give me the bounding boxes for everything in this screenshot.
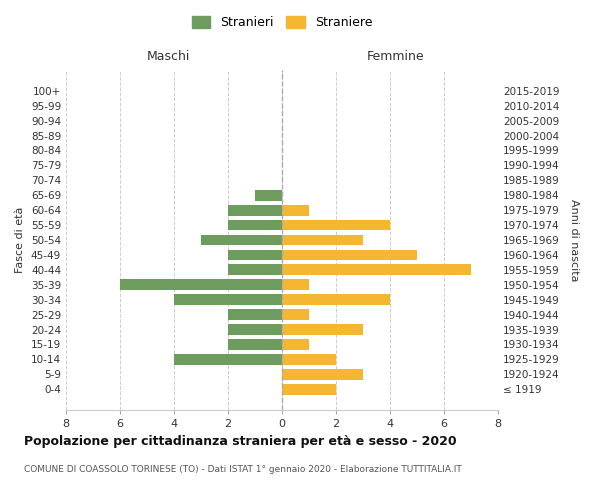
Bar <box>282 324 363 335</box>
Bar <box>282 250 417 260</box>
Bar <box>228 264 282 275</box>
Bar <box>282 294 390 305</box>
Text: COMUNE DI COASSOLO TORINESE (TO) - Dati ISTAT 1° gennaio 2020 - Elaborazione TUT: COMUNE DI COASSOLO TORINESE (TO) - Dati … <box>24 465 462 474</box>
Bar <box>282 205 309 216</box>
Text: Femmine: Femmine <box>367 50 425 62</box>
Bar <box>228 309 282 320</box>
Bar <box>120 280 282 290</box>
Bar <box>282 220 390 230</box>
Bar <box>282 384 336 394</box>
Bar <box>174 354 282 364</box>
Bar <box>228 220 282 230</box>
Legend: Stranieri, Straniere: Stranieri, Straniere <box>187 11 377 34</box>
Bar <box>201 234 282 246</box>
Text: Maschi: Maschi <box>146 50 190 62</box>
Bar <box>174 294 282 305</box>
Bar <box>282 234 363 246</box>
Bar <box>282 369 363 380</box>
Bar <box>282 339 309 350</box>
Text: Popolazione per cittadinanza straniera per età e sesso - 2020: Popolazione per cittadinanza straniera p… <box>24 435 457 448</box>
Bar <box>228 339 282 350</box>
Bar <box>228 250 282 260</box>
Y-axis label: Anni di nascita: Anni di nascita <box>569 198 579 281</box>
Bar <box>282 309 309 320</box>
Bar <box>282 354 336 364</box>
Bar <box>228 205 282 216</box>
Bar <box>228 324 282 335</box>
Bar <box>255 190 282 200</box>
Bar <box>282 264 471 275</box>
Bar <box>282 280 309 290</box>
Y-axis label: Fasce di età: Fasce di età <box>16 207 25 273</box>
